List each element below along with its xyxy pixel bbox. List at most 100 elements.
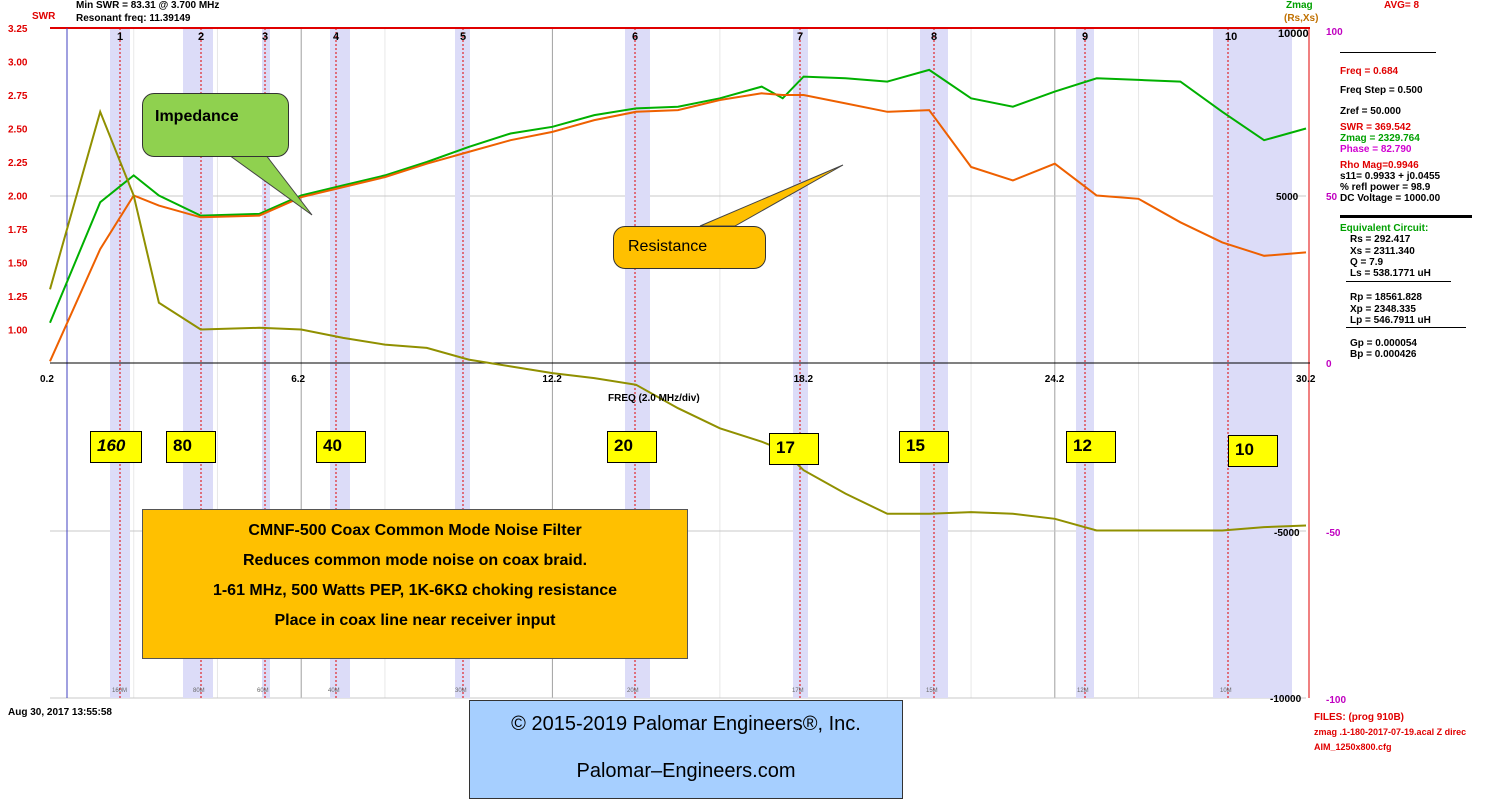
freq-step-readout: Freq Step = 0.500	[1340, 85, 1423, 96]
marker-number: 5	[460, 31, 466, 43]
marker-number: 10	[1225, 31, 1237, 43]
band-label-17: 17	[769, 433, 819, 465]
ohm-tick-label: 10000	[1278, 28, 1309, 40]
xs-readout: Xs = 2311.340	[1350, 246, 1415, 257]
timestamp: Aug 30, 2017 13:55:58	[8, 707, 112, 718]
resistance-callout-label: Resistance	[628, 238, 708, 255]
marker-number: 3	[262, 31, 268, 43]
ls-readout: Ls = 538.1771 uH	[1350, 268, 1431, 279]
swr-readout: SWR = 369.542	[1340, 122, 1411, 133]
gp-readout: Gp = 0.000054	[1350, 338, 1417, 349]
phase-tick-label: 100	[1326, 27, 1343, 38]
x-tick-label: 18.2	[794, 374, 814, 385]
x-tick-label: 30.2	[1296, 374, 1316, 385]
band-label-40: 40	[316, 431, 366, 463]
marker-number: 2	[198, 31, 204, 43]
band-label-160: 160	[90, 431, 142, 463]
x-tick-label: 6.2	[291, 374, 305, 385]
swr-tick-label: 3.00	[8, 58, 28, 69]
swr-tick-label: 3.25	[8, 24, 28, 35]
resonant-freq-readout: Resonant freq: 11.39149	[76, 13, 191, 24]
band-label-20: 20	[607, 431, 657, 463]
description-line-2: Reduces common mode noise on coax braid.	[242, 552, 588, 569]
x-tick-label: 0.2	[40, 374, 54, 385]
refl-power-readout: % refl power = 98.9	[1340, 182, 1431, 193]
band-label-10: 10	[1228, 435, 1278, 467]
ohm-tick-label: -5000	[1274, 528, 1300, 539]
marker-band-label: 60M	[257, 688, 269, 694]
file-calibration: zmag .1-180-2017-07-19.acal Z direc	[1314, 727, 1467, 737]
zmag-axis-title: Zmag	[1286, 0, 1313, 11]
swr-axis-title: SWR	[32, 11, 56, 22]
swr-tick-label: 1.25	[8, 292, 28, 303]
rs-readout: Rs = 292.417	[1350, 234, 1411, 245]
readout-separator-top	[1340, 52, 1436, 53]
phase-readout: Phase = 82.790	[1340, 144, 1412, 155]
chart-axes	[50, 27, 1310, 698]
marker-number: 4	[333, 31, 340, 43]
readout-separator-thick	[1340, 215, 1472, 218]
files-label: FILES: (prog 910B)	[1314, 712, 1405, 723]
marker-band-label: 17M	[792, 688, 804, 694]
zmag-readout: Zmag = 2329.764	[1340, 133, 1420, 144]
ohm-tick-label: 5000	[1276, 192, 1299, 203]
phase-tick-label: -50	[1326, 528, 1341, 539]
swr-tick-label: 1.00	[8, 326, 28, 337]
readout-separator-ls	[1346, 281, 1451, 282]
marker-number: 1	[117, 31, 123, 43]
marker-band-label: 15M	[926, 688, 938, 694]
lp-readout: Lp = 546.7911 uH	[1350, 315, 1431, 326]
x-tick-label: 24.2	[1045, 374, 1065, 385]
resistance-callout: Resistance	[613, 226, 766, 269]
marker-band-label: 80M	[193, 688, 205, 694]
min-swr-readout: Min SWR = 83.31 @ 3.700 MHz	[76, 0, 220, 11]
impedance-callout-label: Impedance	[155, 108, 239, 125]
q-readout: Q = 7.9	[1350, 257, 1384, 268]
rho-readout: Rho Mag=0.9946	[1340, 160, 1419, 171]
swr-tick-label: 2.50	[8, 125, 28, 136]
band-label-15: 15	[899, 431, 949, 463]
impedance-callout: Impedance	[142, 93, 289, 157]
dc-voltage-readout: DC Voltage = 1000.00	[1340, 193, 1441, 204]
zref-readout: Zref = 50.000	[1340, 106, 1401, 117]
swr-tick-label: 1.50	[8, 259, 28, 270]
swr-tick-label: 1.75	[8, 225, 28, 236]
marker-number: 7	[797, 31, 803, 43]
marker-band-label: 20M	[627, 688, 639, 694]
swr-tick-label: 2.00	[8, 192, 28, 203]
copyright-line: © 2015-2019 Palomar Engineers®, Inc.	[511, 713, 861, 735]
chart-labels: 1 160M 2 80M 3 60M 4 40M 5 30M 6 20M 7 17M 8 15M 9 12M 10 1…	[8, 24, 1346, 706]
file-config: AIM_1250x800.cfg	[1314, 742, 1392, 752]
description-line-3: 1-61 MHz, 500 Watts PEP, 1K-6KΩ choking …	[212, 582, 618, 599]
phase-tick-label: 50	[1326, 192, 1338, 203]
readout-separator-lp	[1346, 327, 1466, 328]
marker-band-label: 160M	[112, 688, 127, 694]
swr-tick-label: 2.75	[8, 91, 28, 102]
band-label-12: 12	[1066, 431, 1116, 463]
description-line-1: CMNF-500 Coax Common Mode Noise Filter	[248, 522, 582, 539]
swr-tick-label: 2.25	[8, 158, 28, 169]
marker-band-label: 30M	[455, 688, 467, 694]
phase-tick-label: 0	[1326, 359, 1332, 370]
copyright-box: © 2015-2019 Palomar Engineers®, Inc. Pal…	[469, 700, 903, 799]
rp-readout: Rp = 18561.828	[1350, 292, 1422, 303]
marker-band-label: 10M	[1220, 688, 1232, 694]
marker-number: 6	[632, 31, 638, 43]
chart-series	[49, 68, 1307, 532]
description-line-4: Place in coax line near receiver input	[274, 612, 556, 629]
product-description-box: CMNF-500 Coax Common Mode Noise Filter R…	[142, 509, 688, 659]
rsxs-axis-title: (Rs,Xs)	[1284, 13, 1319, 24]
x-tick-label: 12.2	[542, 374, 562, 385]
avg-readout: AVG= 8	[1384, 0, 1420, 11]
series-rs	[49, 92, 1307, 362]
phase-tick-label: -100	[1326, 695, 1346, 706]
band-label-80: 80	[166, 431, 216, 463]
website-line: Palomar–Engineers.com	[576, 760, 796, 782]
bp-readout: Bp = 0.000426	[1350, 349, 1417, 360]
marker-number: 9	[1082, 31, 1088, 43]
marker-number: 8	[931, 31, 937, 43]
equiv-circuit-title: Equivalent Circuit:	[1340, 223, 1429, 234]
series-xs	[49, 108, 1307, 532]
s11-readout: s11= 0.9933 + j0.0455	[1340, 171, 1441, 182]
ohm-tick-label: -10000	[1270, 694, 1302, 705]
